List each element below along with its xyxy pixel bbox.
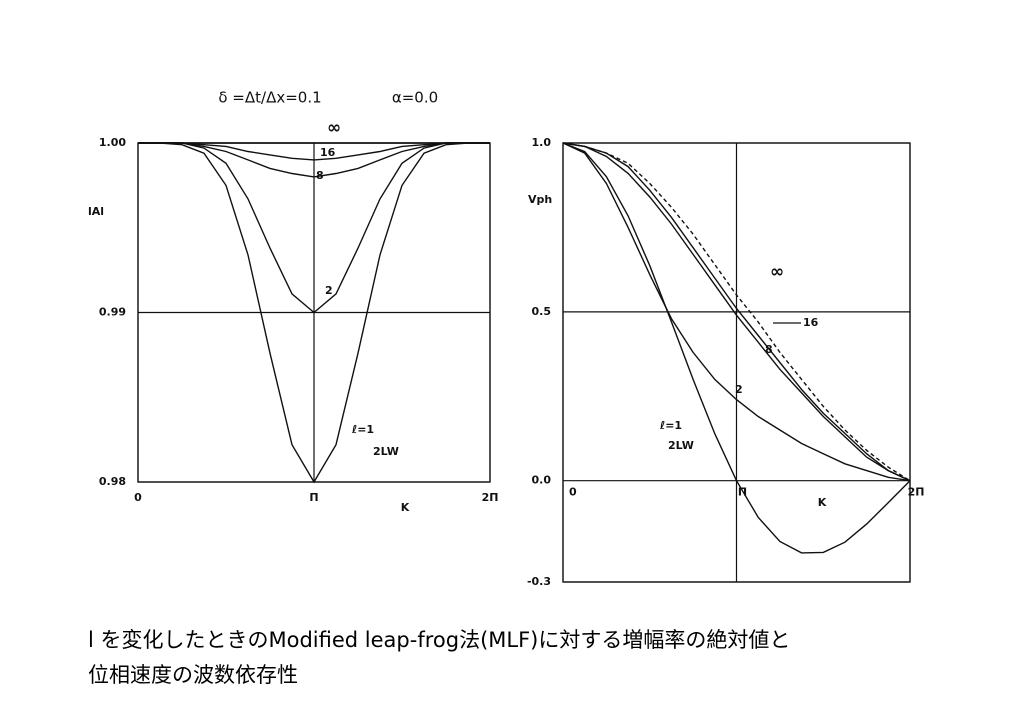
caption-line: 位相速度の波数依存性 bbox=[88, 663, 298, 687]
series-label: 2 bbox=[735, 383, 743, 396]
y-tick-label: 0.99 bbox=[99, 306, 126, 319]
caption-line: l を変化したときのModified leap-frog法(MLF)に対する増幅… bbox=[88, 628, 790, 652]
series-line bbox=[562, 142, 911, 482]
x-tick-label: Π bbox=[309, 491, 318, 504]
series-label: 2 bbox=[325, 284, 333, 297]
series-line bbox=[138, 142, 490, 484]
y-tick-label: -0.3 bbox=[527, 575, 551, 588]
chart-title: δ =Δt/Δx=0.1 bbox=[218, 89, 321, 107]
chart-subtitle: α=0.0 bbox=[392, 89, 438, 107]
series-label: 8 bbox=[316, 169, 324, 182]
y-tick-label: 0.0 bbox=[532, 474, 552, 487]
x-tick-label: 0 bbox=[134, 491, 142, 504]
y-axis-label: Vph bbox=[528, 193, 552, 206]
series-line bbox=[562, 142, 911, 482]
series-line bbox=[138, 142, 490, 178]
x-tick-label: 2Π bbox=[908, 486, 925, 499]
series-label: 16 bbox=[803, 316, 819, 329]
annotation: 2LW bbox=[668, 439, 694, 452]
series-line bbox=[138, 142, 490, 161]
annotation: 2LW bbox=[373, 445, 399, 458]
y-tick-label: 0.5 bbox=[532, 305, 552, 318]
series-label: 16 bbox=[320, 146, 336, 159]
y-tick-label: 1.00 bbox=[99, 136, 126, 149]
x-tick-label: 2Π bbox=[482, 491, 499, 504]
y-axis-label: lAl bbox=[88, 205, 104, 218]
series-label: ℓ=1 bbox=[659, 419, 682, 432]
y-tick-label: 0.98 bbox=[99, 475, 126, 488]
series-label: ∞ bbox=[770, 262, 784, 282]
y-tick-label: 1.0 bbox=[532, 136, 552, 149]
x-axis-label: K bbox=[401, 501, 410, 514]
series-line bbox=[562, 142, 911, 482]
series-line bbox=[562, 142, 911, 554]
series-line bbox=[562, 142, 911, 482]
series-line bbox=[138, 142, 490, 314]
series-label: ℓ=1 bbox=[351, 423, 374, 436]
x-tick-label: 0 bbox=[569, 486, 577, 499]
series-label: ∞ bbox=[327, 118, 341, 138]
x-axis-label: K bbox=[818, 496, 827, 509]
